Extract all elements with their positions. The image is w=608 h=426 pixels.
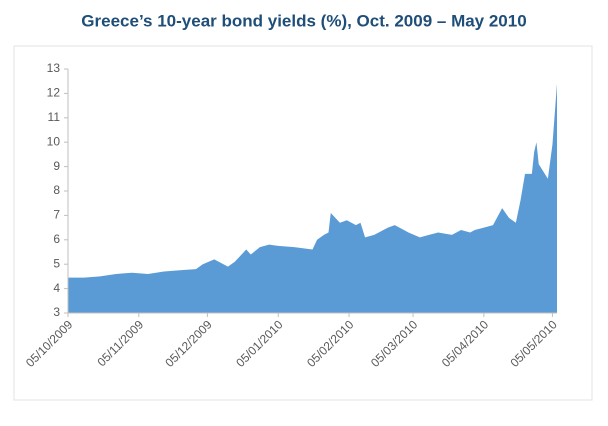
y-tick-label: 10 [47,134,61,148]
y-tick-label: 9 [53,159,60,173]
chart-title: Greece’s 10-year bond yields (%), Oct. 2… [81,11,526,30]
y-tick-label: 13 [47,61,61,75]
y-tick-label: 3 [53,305,60,319]
y-tick-label: 7 [53,208,60,222]
y-tick-label: 11 [48,110,61,124]
y-tick-label: 12 [47,86,61,100]
y-tick-label: 5 [53,256,60,270]
area [68,83,557,313]
y-tick-label: 8 [53,183,60,197]
y-tick-label: 6 [53,232,60,246]
y-tick-label: 4 [53,281,60,295]
